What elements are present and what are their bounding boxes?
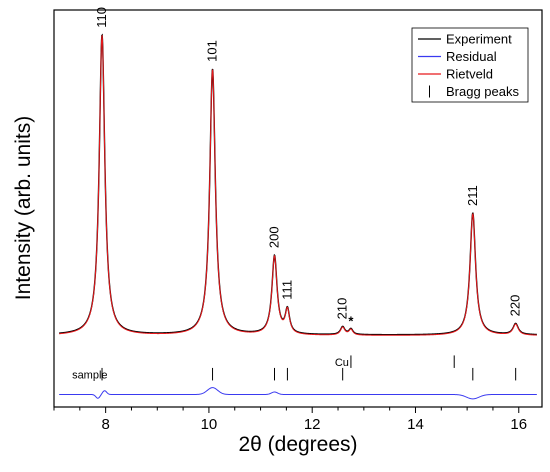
peak-label: 220 [508,295,523,317]
experiment-series-line [59,33,537,336]
peak-label: 210 [335,298,350,320]
cu-marker-label: Cu [335,357,349,369]
x-tick-label: 8 [101,416,109,433]
bragg-marker-layer: sample Cu [72,355,517,381]
peak-label: 200 [267,226,282,248]
peak-label: 111 [279,280,294,300]
legend: Experiment Residual Rietveld Bragg peaks [411,27,529,103]
plot-frame [53,9,543,408]
curve-layer [59,33,537,400]
bragg-row-label: sample [72,369,107,381]
residual-series-line [59,387,537,400]
peak-label: 101 [205,40,220,62]
peak-label: 211 [465,185,480,206]
y-axis-title: Intensity (arb. units) [12,116,35,300]
rietveld-series-line [59,34,537,336]
legend-label: Bragg peaks [446,84,519,99]
peak-label: * [348,313,354,328]
x-tick-label: 14 [407,416,424,433]
x-tick-label: 12 [304,416,321,433]
legend-items: Experiment Residual Rietveld Bragg peaks [418,32,519,99]
legend-label: Experiment [446,32,512,47]
x-tick-label: 16 [510,416,527,433]
legend-label: Rietveld [446,67,493,82]
peak-label: 110 [94,7,109,28]
peak-label-layer: 110 101 200 111 210* 211 220 [94,7,523,328]
legend-label: Residual [446,49,497,64]
x-axis-ticks: 8 10 12 14 16 [53,407,527,433]
x-tick-label: 10 [201,416,218,433]
legend-box [411,27,529,103]
x-axis-title: 2θ (degrees) [238,433,357,456]
